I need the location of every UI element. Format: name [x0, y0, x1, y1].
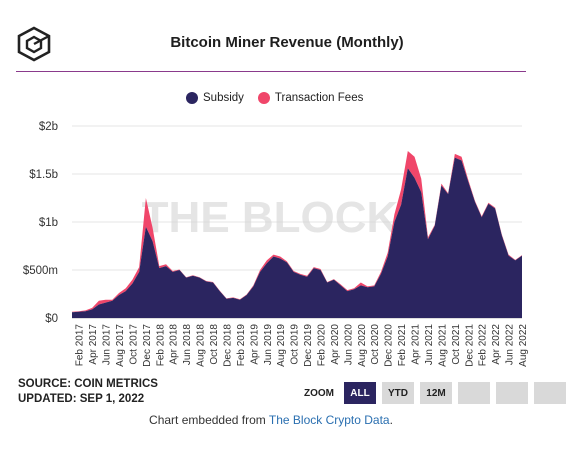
legend-item-transaction-fees[interactable]: Transaction Fees: [257, 92, 364, 104]
zoom-ytd-button[interactable]: YTD: [382, 382, 414, 404]
x-tick-label: Dec 2021: [464, 324, 475, 367]
legend-item-subsidy[interactable]: Subsidy: [186, 92, 244, 104]
x-tick-label: Feb 2022: [478, 324, 489, 367]
legend-label-transaction-fees: Transaction Fees: [274, 92, 364, 104]
source-info: SOURCE: COIN METRICS UPDATED: SEP 1, 202…: [18, 377, 158, 407]
embed-credit: Chart embedded from The Block Crypto Dat…: [0, 413, 542, 427]
x-tick-label: Apr 2021: [411, 324, 422, 365]
x-tick-label: Aug 2017: [115, 324, 126, 367]
updated-line: UPDATED: SEP 1, 2022: [18, 393, 145, 405]
x-tick-label: Aug 2020: [357, 324, 368, 367]
zoom-blank-button-1[interactable]: [458, 382, 490, 404]
series-area-subsidy[interactable]: [72, 157, 522, 318]
x-tick-label: Apr 2019: [249, 324, 260, 365]
x-tick-label: Jun 2017: [102, 324, 113, 366]
series-area-transaction-fees[interactable]: [72, 150, 522, 313]
x-tick-label: Jun 2021: [424, 324, 435, 366]
x-tick-label: Apr 2020: [330, 324, 341, 365]
embed-prefix: Chart embedded from: [149, 413, 269, 427]
zoom-label: ZOOM: [304, 387, 334, 399]
x-tick-label: Aug 2021: [437, 324, 448, 367]
chart-title: Bitcoin Miner Revenue (Monthly): [170, 34, 404, 51]
x-tick-label: Dec 2020: [384, 324, 395, 367]
area-chart: THE BLOCK $0$500m$1b$1.5b$2b Feb 2017 Apr…: [23, 121, 529, 367]
y-tick-label: $500m: [23, 265, 58, 277]
area-series: [72, 150, 522, 318]
x-tick-label: Dec 2019: [303, 324, 314, 367]
x-tick-label: Dec 2017: [142, 324, 153, 367]
y-tick-label: $1.5b: [29, 169, 58, 181]
y-axis-ticks: $0 $500m $1b $1.5b $2b: [23, 121, 58, 325]
x-tick-label: Dec 2018: [222, 324, 233, 367]
legend-swatch-subsidy: [186, 92, 198, 104]
x-tick-label: Feb 2021: [397, 324, 408, 367]
x-tick-label: Apr 2017: [88, 324, 99, 365]
zoom-12m-button[interactable]: 12M: [420, 382, 452, 404]
y-tick-label: $2b: [39, 121, 58, 133]
x-tick-label: Jun 2019: [263, 324, 274, 366]
x-tick-label: Apr 2022: [491, 324, 502, 365]
the-block-logo-icon: [17, 26, 51, 62]
watermark: THE BLOCK: [142, 193, 399, 242]
y-tick-label: $1b: [39, 217, 58, 229]
zoom-controls: ZOOM ALL YTD 12M: [304, 382, 566, 404]
x-tick-label: Feb 2019: [236, 324, 247, 367]
x-tick-label: Oct 2018: [209, 324, 220, 365]
legend-swatch-transaction-fees: [257, 92, 270, 104]
legend-label-subsidy: Subsidy: [203, 92, 244, 104]
x-tick-label: Oct 2021: [451, 324, 462, 365]
x-tick-label: Jun 2022: [505, 324, 516, 366]
x-axis-ticks: Feb 2017 Apr 2017 Jun 2017 Aug 2017 Oct 2017…: [75, 324, 529, 367]
x-tick-label: Aug 2019: [276, 324, 287, 367]
x-tick-label: Oct 2019: [290, 324, 301, 365]
x-tick-label: Oct 2020: [370, 324, 381, 365]
embed-suffix: .: [389, 413, 393, 427]
x-tick-label: Feb 2017: [75, 324, 86, 367]
y-tick-label: $0: [45, 313, 58, 325]
x-tick-label: Feb 2018: [155, 324, 166, 367]
x-tick-label: Aug 2018: [196, 324, 207, 367]
zoom-blank-button-2[interactable]: [496, 382, 528, 404]
x-tick-label: Aug 2022: [518, 324, 529, 367]
x-tick-label: Jun 2020: [343, 324, 354, 366]
zoom-blank-button-3[interactable]: [534, 382, 566, 404]
source-line: SOURCE: COIN METRICS: [18, 378, 158, 390]
chart-legend: Subsidy Transaction Fees: [186, 92, 363, 104]
x-tick-label: Apr 2018: [169, 324, 180, 365]
x-tick-label: Jun 2018: [182, 324, 193, 366]
zoom-all-button[interactable]: ALL: [344, 382, 376, 404]
x-tick-label: Oct 2017: [128, 324, 139, 365]
title-divider: [16, 71, 526, 72]
embed-link[interactable]: The Block Crypto Data: [268, 413, 390, 427]
x-tick-label: Feb 2020: [317, 324, 328, 367]
